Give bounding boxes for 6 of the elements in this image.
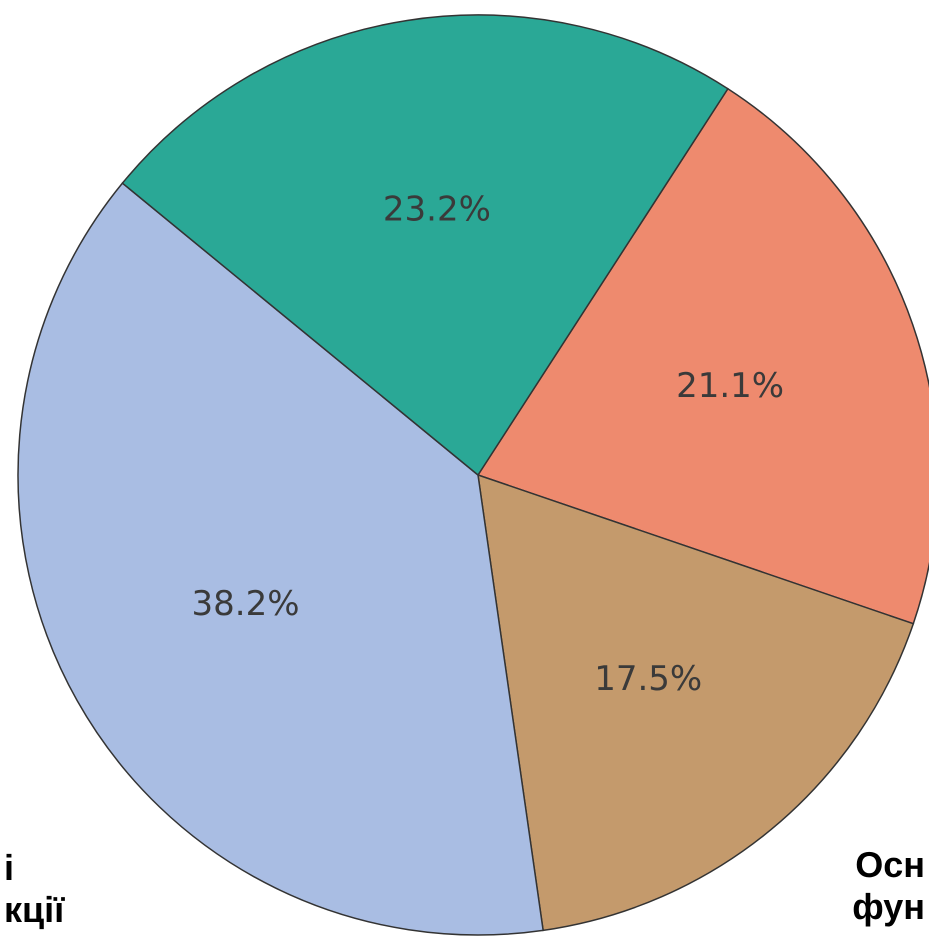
text: і кції: [4, 847, 66, 930]
data-label: 23.2%: [382, 190, 491, 230]
text: Осн фун: [852, 844, 925, 927]
data-label: 21.1%: [676, 366, 784, 406]
data-label: 17.5%: [594, 658, 702, 699]
data-label: 38.2%: [192, 584, 300, 624]
